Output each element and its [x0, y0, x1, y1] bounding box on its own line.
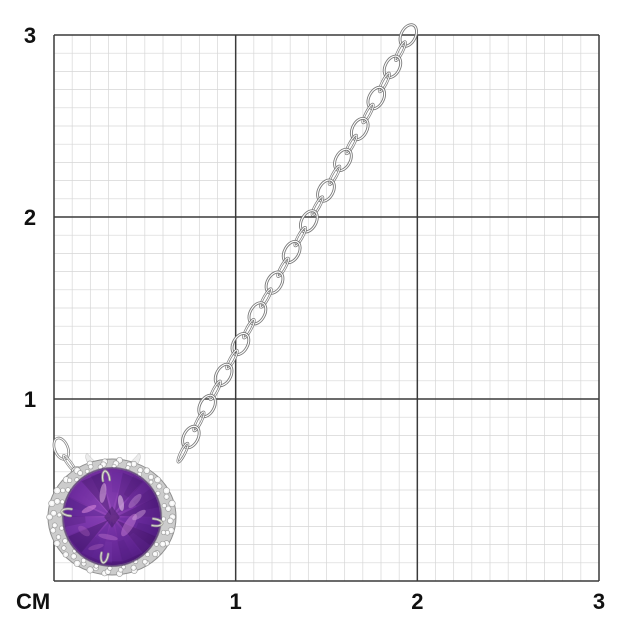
svg-text:3: 3 — [24, 23, 36, 48]
svg-text:2: 2 — [411, 589, 423, 614]
svg-text:2: 2 — [24, 205, 36, 230]
svg-text:1: 1 — [24, 387, 36, 412]
svg-text:CM: CM — [16, 589, 50, 614]
svg-text:3: 3 — [593, 589, 605, 614]
svg-text:1: 1 — [230, 589, 242, 614]
